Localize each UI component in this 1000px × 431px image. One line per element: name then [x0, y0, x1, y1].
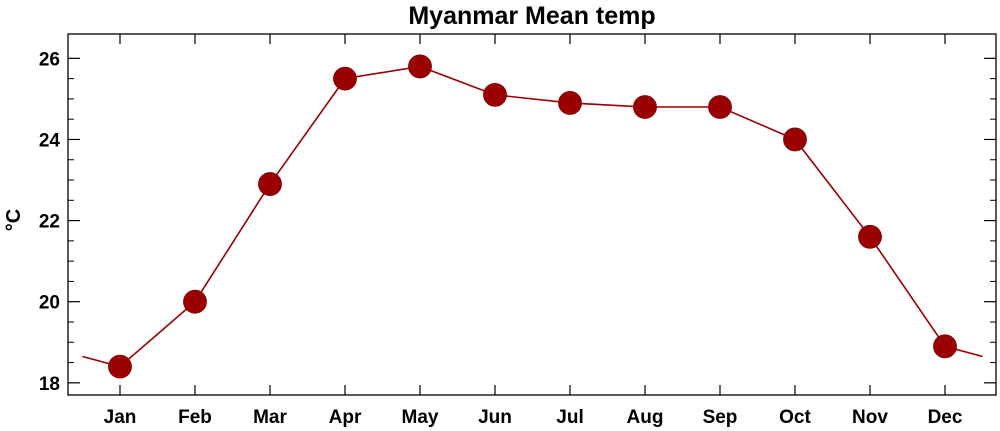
x-tick-label: Apr	[329, 407, 362, 428]
x-tick-label: Oct	[779, 407, 811, 428]
series-line	[119, 65, 946, 368]
x-tick-label: May	[402, 407, 439, 428]
data-point	[483, 82, 507, 107]
data-point	[333, 66, 357, 91]
plot-frame	[67, 33, 997, 396]
plot-area: Jan Feb Mar Apr May Jun Jul Aug Sep Oct Nov Dec 18 20…	[39, 33, 997, 428]
y-tick-label: 20	[39, 293, 60, 314]
x-tick-label: Jul	[556, 407, 583, 428]
y-tick-label: 18	[39, 374, 60, 395]
data-point	[408, 54, 432, 79]
x-tick-label: Sep	[703, 407, 738, 428]
data-point	[858, 224, 882, 249]
x-tick-label: Jun	[478, 407, 512, 428]
chart-title: Myanmar Mean temp	[408, 2, 655, 30]
data-point	[708, 95, 732, 119]
x-tick-label: Feb	[178, 407, 212, 428]
data-point	[783, 127, 807, 152]
x-tick-label: Dec	[928, 407, 963, 428]
data-point	[633, 95, 657, 119]
data-point	[558, 91, 582, 115]
y-tick-label: 22	[39, 212, 60, 233]
data-point	[183, 289, 207, 314]
data-point	[933, 334, 957, 359]
y-tick-label: 24	[39, 130, 61, 151]
x-tick-label: Mar	[253, 407, 287, 428]
x-tick-label: Jan	[104, 407, 137, 428]
data-point	[108, 354, 132, 379]
data-point	[258, 172, 282, 196]
x-tick-label: Aug	[627, 407, 664, 428]
y-tick-label: 26	[39, 49, 60, 70]
y-axis-label: °C	[3, 209, 25, 231]
x-tick-label: Nov	[852, 407, 888, 428]
